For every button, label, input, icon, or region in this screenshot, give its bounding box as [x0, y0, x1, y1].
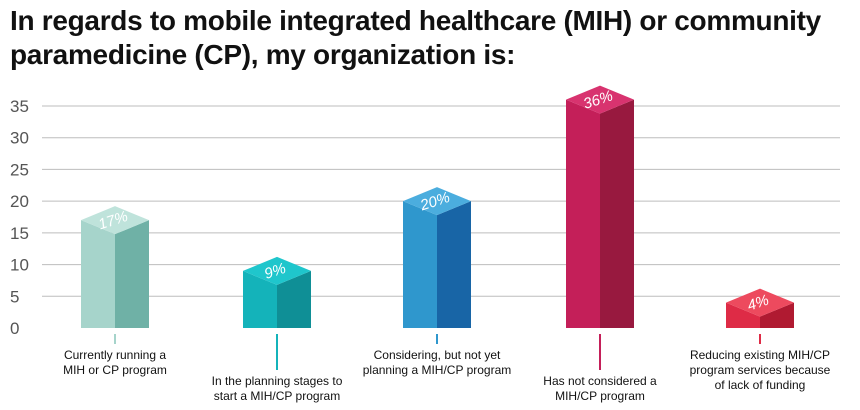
bar-front-face	[726, 302, 760, 328]
bar: 36%	[566, 85, 634, 329]
bar: 17%	[81, 206, 149, 328]
category-label: Currently running a MIH or CP program	[63, 348, 167, 377]
bar-side-face	[437, 201, 471, 328]
bar-side-face	[600, 99, 634, 329]
y-tick-label: 15	[10, 224, 29, 243]
bar-front-face	[243, 270, 277, 328]
bar: 20%	[403, 187, 471, 328]
bar-top-face	[81, 206, 149, 235]
bar-front-face	[566, 99, 600, 329]
bars: 17% 9% 20% 36% 4%	[81, 85, 794, 329]
bar-side-face	[115, 220, 149, 328]
y-tick-label: 25	[10, 160, 29, 179]
bar-side-face	[760, 302, 794, 328]
y-tick-label: 10	[10, 256, 29, 275]
y-tick-label: 35	[10, 97, 29, 116]
bar-top-face	[403, 187, 471, 216]
bar-value-label: 9%	[262, 260, 288, 283]
category-label: Considering, but not yet planning a MIH/C…	[363, 348, 512, 377]
bar-side-face	[277, 270, 311, 328]
y-axis-ticks: 0 5 10 15 20 25 30 35	[10, 97, 29, 338]
bar-front-face	[81, 220, 115, 328]
y-tick-label: 0	[10, 319, 19, 338]
category-label: Has not considered a MIH/CP program	[543, 374, 657, 403]
bar: 9%	[243, 256, 311, 328]
category-labels: Currently running a MIH or CP program In t…	[63, 334, 831, 403]
bar-value-label: 4%	[745, 292, 771, 315]
bar-top-face	[726, 288, 794, 317]
bar-top-face	[566, 85, 634, 114]
y-tick-label: 30	[10, 129, 29, 148]
bar-top-face	[243, 256, 311, 285]
category-label: In the planning stages to start a MIH/CP …	[212, 374, 343, 403]
bar-front-face	[403, 201, 437, 328]
y-tick-label: 20	[10, 192, 29, 211]
bar: 4%	[726, 288, 794, 328]
y-tick-label: 5	[10, 287, 19, 306]
chart-title: In regards to mobile integrated healthca…	[10, 5, 821, 70]
category-label: Reducing existing MIH/CP program services…	[690, 348, 831, 392]
